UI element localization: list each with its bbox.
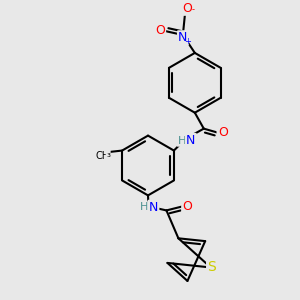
- Text: H: H: [178, 136, 186, 146]
- Text: N: N: [186, 134, 196, 147]
- Text: O: O: [182, 2, 192, 15]
- Text: N: N: [178, 32, 188, 44]
- Text: -: -: [191, 6, 194, 15]
- Text: O: O: [155, 25, 165, 38]
- Text: O: O: [182, 200, 192, 213]
- Text: CH: CH: [95, 151, 109, 160]
- Text: ₃: ₃: [106, 148, 110, 158]
- Text: H: H: [140, 202, 149, 212]
- Text: N: N: [149, 201, 158, 214]
- Text: O: O: [218, 126, 228, 139]
- Text: +: +: [184, 38, 191, 46]
- Text: S: S: [207, 260, 216, 274]
